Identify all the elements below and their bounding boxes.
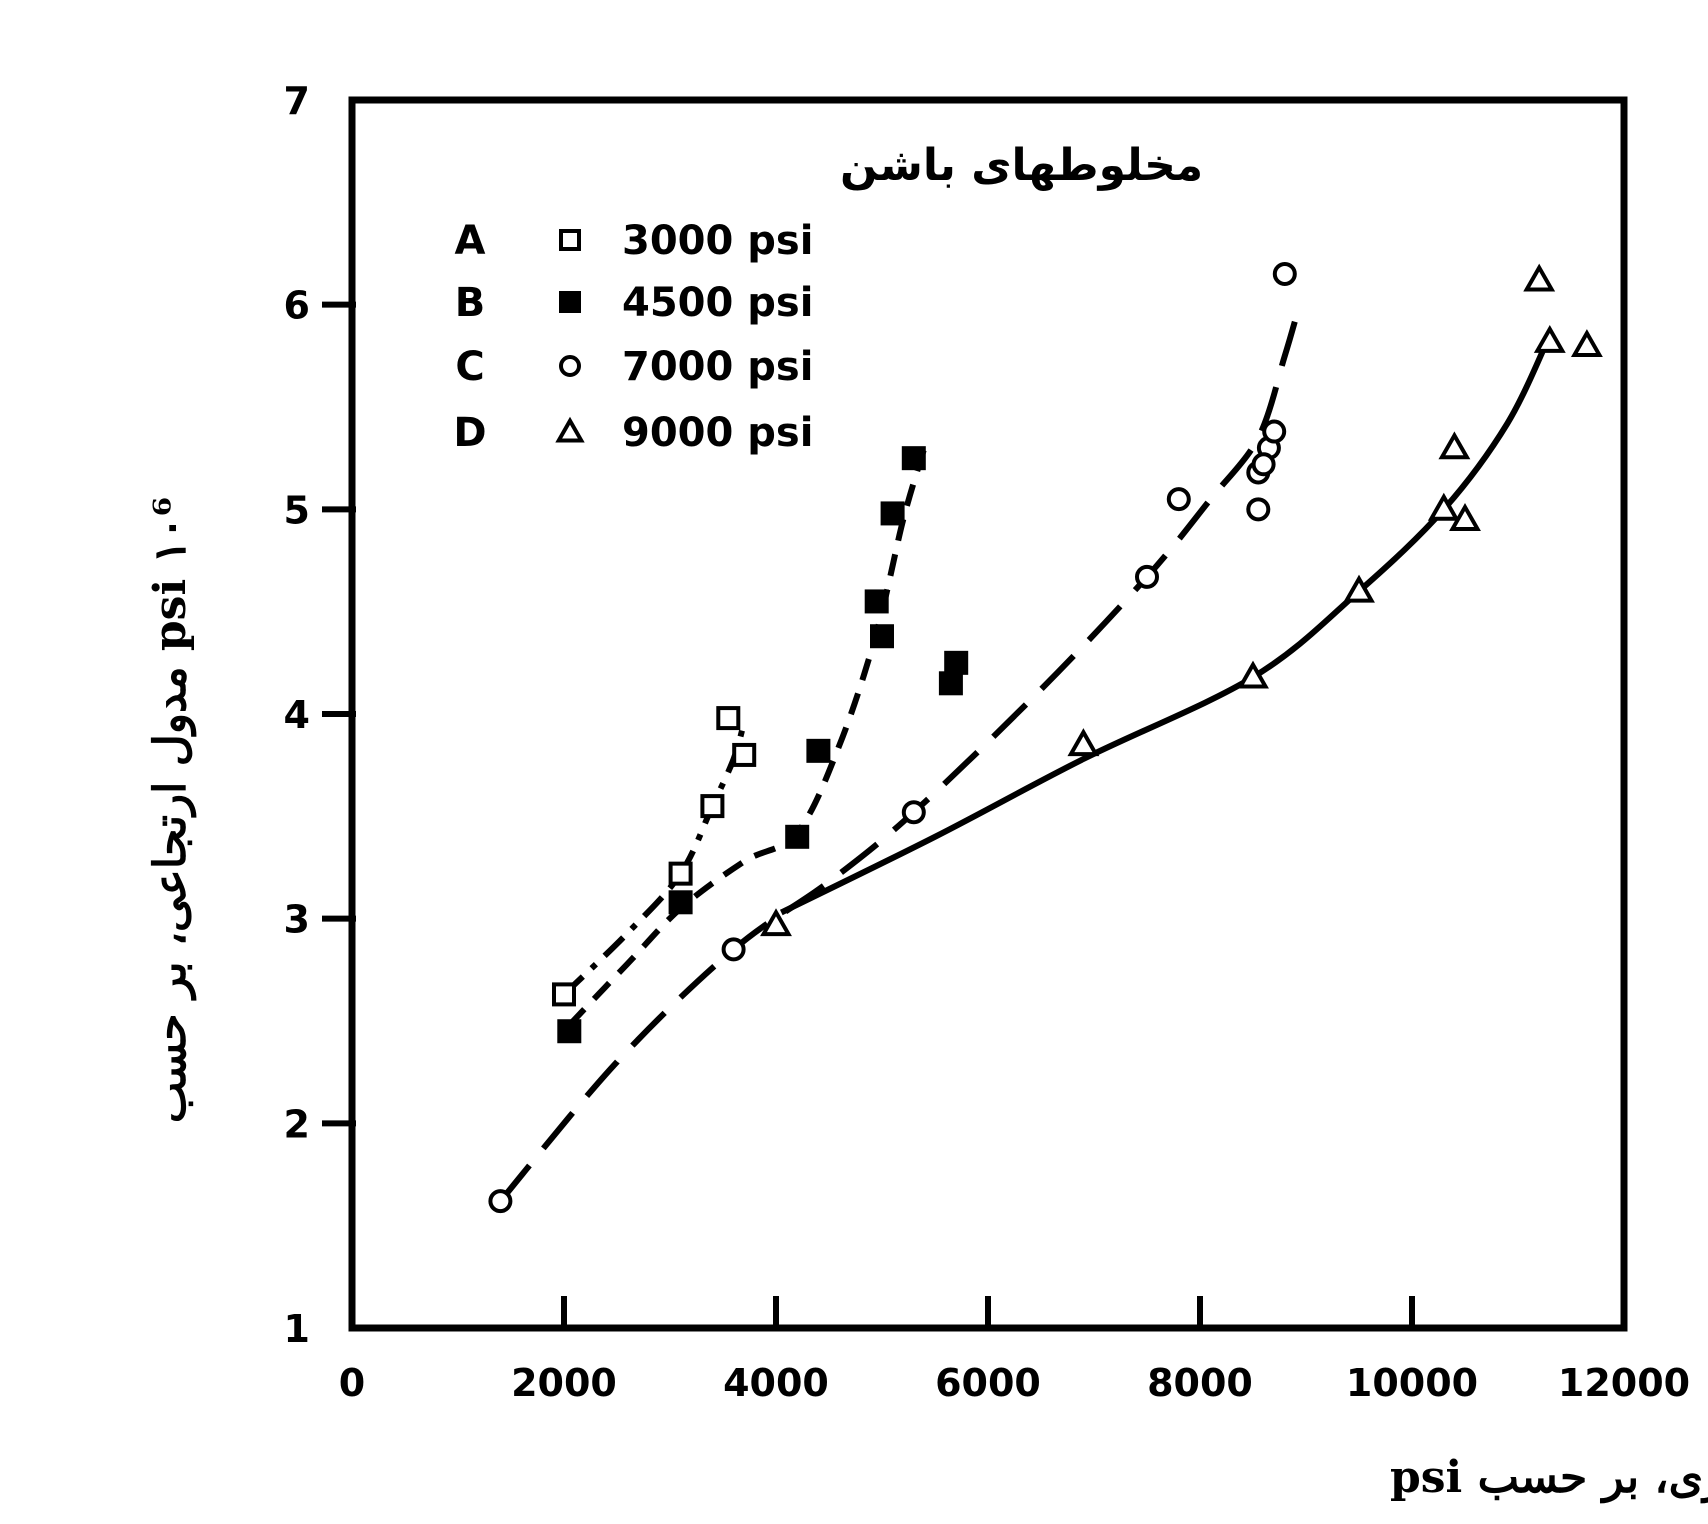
data-point-c bbox=[721, 937, 746, 962]
legend-label-c: 7000 psi bbox=[622, 344, 813, 390]
data-point-b bbox=[668, 890, 693, 915]
data-point-c bbox=[1246, 497, 1271, 522]
data-point-b bbox=[870, 624, 894, 649]
legend-label-b: 4500 psi bbox=[622, 280, 813, 326]
x-tick-label: 10000 bbox=[1346, 1361, 1478, 1405]
legend-marker-a bbox=[559, 229, 581, 251]
legend-marker-d bbox=[555, 416, 585, 443]
data-point-b bbox=[901, 446, 926, 471]
series-points bbox=[488, 261, 1603, 1214]
data-point-b bbox=[944, 650, 969, 675]
legend-marker-b bbox=[559, 291, 581, 313]
data-point-d bbox=[1237, 660, 1269, 689]
legend-title: مخلوطهای باشن bbox=[840, 140, 1203, 191]
y-tick-label: 3 bbox=[284, 898, 310, 942]
x-tick-label: 6000 bbox=[935, 1361, 1041, 1405]
x-tick-label: 12000 bbox=[1558, 1361, 1690, 1405]
y-tick-label: 1 bbox=[284, 1307, 310, 1351]
legend-marker-c bbox=[559, 355, 581, 377]
data-point-c bbox=[488, 1189, 513, 1214]
series-line-c bbox=[498, 299, 1304, 1204]
data-point-d bbox=[1343, 574, 1375, 603]
data-point-d bbox=[1449, 503, 1481, 531]
x-tick-label: 2000 bbox=[511, 1361, 617, 1405]
data-point-c bbox=[1272, 261, 1297, 286]
series-line-a bbox=[561, 721, 748, 997]
data-point-c bbox=[1166, 487, 1191, 512]
legend-entries: A 3000 psi B 4500 psi C 7000 psi D 9000 psi bbox=[453, 218, 813, 456]
x-tick-label: 8000 bbox=[1147, 1361, 1253, 1405]
data-point-d bbox=[1427, 492, 1460, 521]
data-point-c bbox=[1262, 419, 1287, 444]
y-axis: 1 2 3 4 5 6 7 bbox=[284, 79, 356, 1351]
data-point-a bbox=[732, 742, 757, 767]
series-line-d bbox=[779, 334, 1553, 916]
data-point-a bbox=[668, 861, 693, 886]
data-point-b bbox=[880, 501, 905, 526]
plot-frame bbox=[348, 96, 1628, 1332]
y-tick-label: 2 bbox=[284, 1102, 310, 1146]
y-tick-label: 6 bbox=[284, 284, 310, 328]
legend-letter-a: A bbox=[455, 218, 486, 264]
data-point-a bbox=[716, 706, 741, 731]
data-point-c bbox=[1251, 452, 1276, 477]
data-point-d bbox=[1067, 728, 1100, 757]
legend-letter-b: B bbox=[455, 280, 486, 326]
x-axis-title: مقاومت فشاری، بر حسب psi bbox=[1390, 1452, 1708, 1504]
y-tick-label: 4 bbox=[284, 693, 310, 737]
data-point-d bbox=[1533, 324, 1566, 353]
data-point-b bbox=[785, 824, 810, 849]
data-point-d bbox=[1570, 329, 1603, 357]
plot-border bbox=[348, 96, 1628, 1332]
data-point-d bbox=[760, 908, 792, 937]
legend-letter-c: C bbox=[455, 344, 484, 390]
data-point-a bbox=[552, 982, 576, 1007]
data-point-c bbox=[1135, 564, 1159, 589]
data-point-d bbox=[1523, 263, 1556, 292]
data-point-b bbox=[806, 738, 831, 763]
legend-letter-d: D bbox=[453, 410, 486, 456]
data-point-a bbox=[700, 794, 725, 819]
data-point-b bbox=[864, 589, 889, 614]
legend-label-a: 3000 psi bbox=[622, 218, 813, 264]
data-point-c bbox=[901, 800, 926, 825]
data-point-b bbox=[557, 1019, 582, 1044]
x-tick-label: 0 bbox=[339, 1361, 365, 1405]
data-point-b bbox=[938, 671, 963, 696]
y-axis-title: ۱۰⁶ psi مدول ارتجاعی، بر حسب bbox=[145, 497, 197, 1123]
legend: مخلوطهای باشن A 3000 psi B 4500 psi C 7000 ps… bbox=[453, 140, 1203, 456]
legend-label-d: 9000 psi bbox=[622, 410, 813, 456]
x-tick-label: 4000 bbox=[723, 1361, 829, 1405]
x-axis: 0 2000 4000 6000 8000 10000 12000 bbox=[339, 1296, 1690, 1405]
y-tick-label: 5 bbox=[284, 488, 310, 532]
data-point-d bbox=[1438, 431, 1471, 460]
y-tick-label: 7 bbox=[284, 79, 310, 123]
